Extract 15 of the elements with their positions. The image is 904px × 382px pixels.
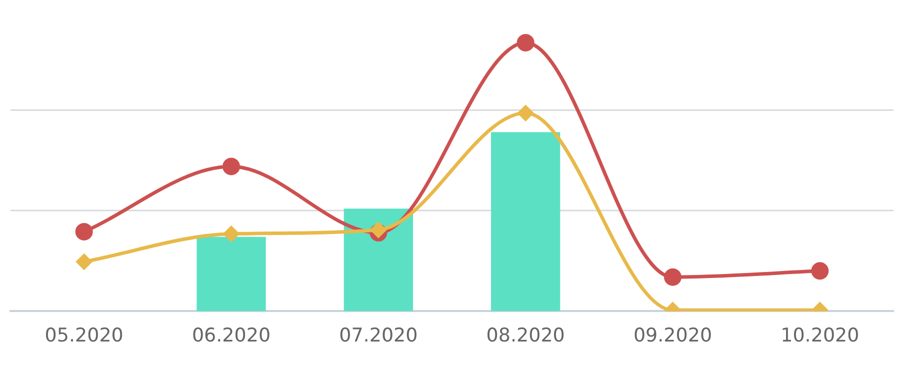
x-tick-label: 07.2020 — [339, 324, 418, 347]
x-tick-label: 09.2020 — [633, 324, 712, 347]
point — [76, 254, 92, 270]
point — [224, 226, 239, 242]
x-tick-label: 08.2020 — [486, 324, 565, 347]
point — [518, 105, 534, 121]
point — [75, 222, 93, 240]
x-tick-label: 10.2020 — [780, 324, 860, 347]
point — [222, 158, 240, 176]
point — [811, 262, 829, 280]
x-tick-label: 06.2020 — [192, 324, 271, 347]
point — [664, 268, 682, 286]
point — [516, 34, 534, 52]
x-tick-label: 05.2020 — [44, 324, 124, 347]
point — [370, 222, 386, 238]
